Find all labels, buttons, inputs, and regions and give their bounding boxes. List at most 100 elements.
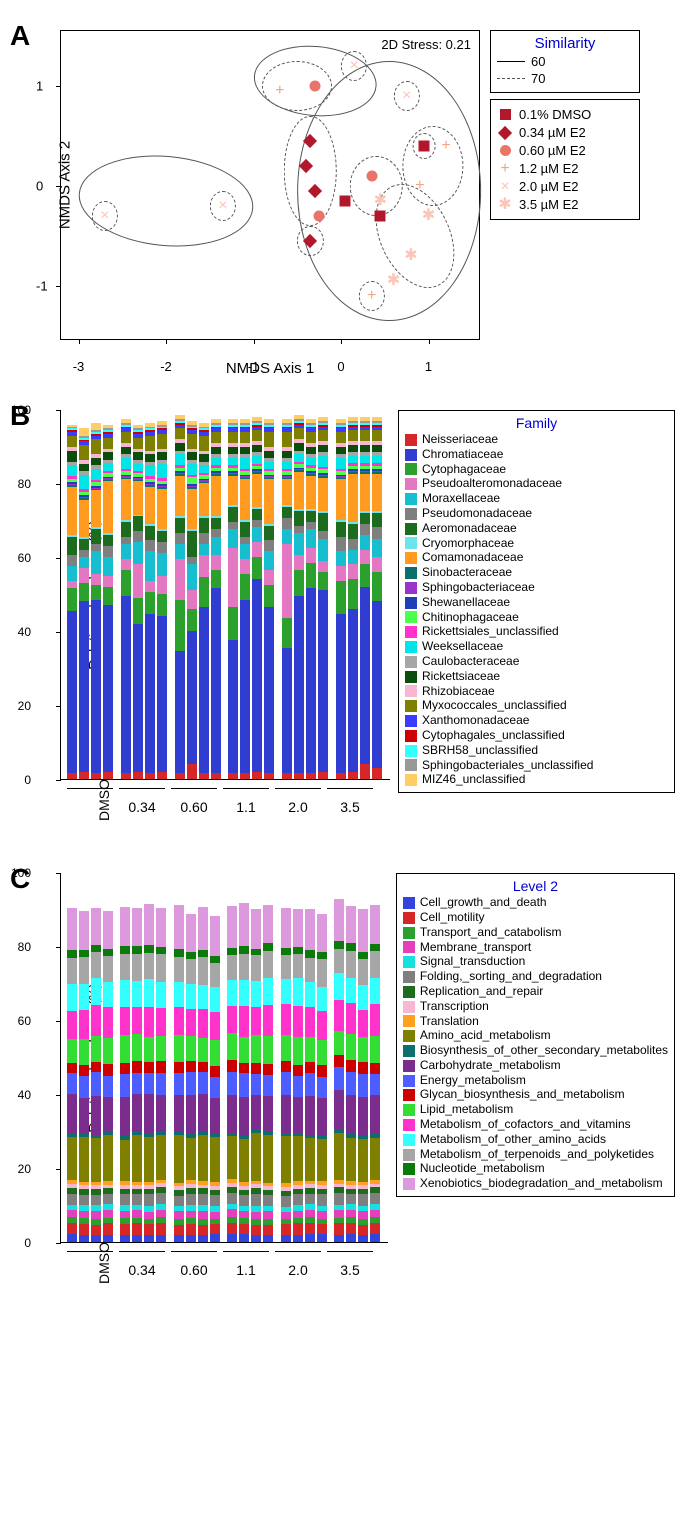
panel-c-bars (67, 873, 386, 1242)
legend-row: Biosynthesis_of_other_secondary_metaboli… (403, 1044, 668, 1058)
nmds-point: + (441, 141, 450, 151)
stacked-bar (79, 428, 89, 779)
nmds-plot: 2D Stress: 0.21 NMDS Axis 2 NMDS Axis 1 … (60, 30, 480, 340)
panel-a-label: A (10, 20, 30, 52)
legend-row: Myxococcales_unclassified (405, 699, 668, 713)
nmds-xlabel: NMDS Axis 1 (226, 360, 314, 377)
x-group-label: 2.0 (288, 1262, 307, 1278)
stacked-bar (103, 425, 113, 779)
legend-row: Cell_growth_and_death (403, 896, 668, 910)
stacked-bar (336, 419, 346, 779)
panel-c-legend-title: Level 2 (403, 878, 668, 894)
legend-row: Membrane_transport (403, 941, 668, 955)
stacked-bar (156, 907, 166, 1242)
x-group-label: 1.1 (236, 799, 255, 815)
panel-b-legend-title: Family (405, 415, 668, 431)
x-group-label: 3.5 (340, 1262, 359, 1278)
stacked-bar (264, 419, 274, 779)
legend-row: Cytophagales_unclassified (405, 729, 668, 743)
nmds-point: + (275, 86, 284, 96)
nmds-point: × (349, 61, 358, 71)
legend-row: Cell_motility (403, 911, 668, 925)
panel-c: C Relative abundance (%) 020406080100 DM… (10, 863, 675, 1243)
marker-legend: 0.1% DMSO0.34 µM E20.60 µM E2+1.2 µM E2×… (490, 99, 640, 220)
nmds-point (375, 211, 386, 222)
nmds-legends: Similarity 6070 0.1% DMSO0.34 µM E20.60 … (490, 30, 640, 340)
stacked-bar (348, 417, 358, 779)
stacked-bar (346, 905, 356, 1242)
legend-row: Pseudomonadaceae (405, 507, 668, 521)
stacked-bar (372, 417, 382, 779)
legend-row: Lipid_metabolism (403, 1103, 668, 1117)
nmds-point (310, 186, 320, 196)
nmds-stress: 2D Stress: 0.21 (381, 37, 471, 52)
stacked-bar (121, 419, 131, 779)
x-group-label: DMSO (96, 779, 112, 821)
stacked-bar (133, 425, 143, 779)
x-group-label: 2.0 (288, 799, 307, 815)
panel-b-legend: Family NeisseriaceaeChromatiaceaeCytopha… (398, 410, 675, 793)
stacked-bar (91, 423, 101, 779)
stacked-bar (79, 911, 89, 1243)
stacked-bar (120, 907, 130, 1243)
stacked-bar (358, 909, 368, 1242)
stacked-bar (317, 914, 327, 1242)
stacked-bar (103, 910, 113, 1242)
nmds-point: ✱ (404, 251, 417, 261)
stacked-bar (318, 417, 328, 779)
stacked-bar (132, 908, 142, 1242)
legend-row: Cytophagaceae (405, 463, 668, 477)
legend-row: Sinobacteraceae (405, 566, 668, 580)
legend-row: Rickettsiaceae (405, 670, 668, 684)
x-group-label: DMSO (96, 1242, 112, 1284)
x-group-label: 0.34 (128, 1262, 155, 1278)
legend-row: Carbohydrate_metabolism (403, 1059, 668, 1073)
legend-row: Folding,_sorting_and_degradation (403, 970, 668, 984)
panel-c-legend: Level 2 Cell_growth_and_deathCell_motili… (396, 873, 675, 1197)
stacked-bar (239, 903, 249, 1242)
legend-row: Glycan_biosynthesis_and_metabolism (403, 1088, 668, 1102)
nmds-point (305, 236, 315, 246)
stacked-bar (187, 421, 197, 779)
nmds-point: ✱ (374, 196, 387, 206)
similarity-level: 70 (497, 71, 633, 86)
similarity-level: 60 (497, 54, 633, 69)
stacked-bar (67, 425, 77, 779)
legend-row: Metabolism_of_cofactors_and_vitamins (403, 1118, 668, 1132)
stacked-bar (210, 916, 220, 1242)
stacked-bar (227, 906, 237, 1242)
stacked-bar (228, 419, 238, 779)
legend-row: Sphingobacteriaceae (405, 581, 668, 595)
nmds-ellipse (284, 116, 337, 226)
stacked-bar (370, 905, 380, 1242)
legend-row: Amino_acid_metabolism (403, 1029, 668, 1043)
stacked-bar (240, 419, 250, 779)
stacked-bar (211, 419, 221, 779)
legend-row: Weeksellaceae (405, 640, 668, 654)
nmds-point: × (402, 91, 411, 101)
nmds-point: ✱ (422, 211, 435, 221)
legend-row: Metabolism_of_terpenoids_and_polyketides (403, 1148, 668, 1162)
stacked-bar (360, 417, 370, 779)
stacked-bar (144, 904, 154, 1243)
x-group-label: 0.60 (180, 1262, 207, 1278)
x-group-label: 1.1 (236, 1262, 255, 1278)
legend-row: Caulobacteraceae (405, 655, 668, 669)
stacked-bar (306, 419, 316, 779)
stacked-bar (174, 905, 184, 1242)
nmds-point: + (415, 181, 424, 191)
legend-row: Cryomorphaceae (405, 537, 668, 551)
nmds-ylabel: NMDS Axis 2 (57, 141, 74, 229)
legend-row: Replication_and_repair (403, 985, 668, 999)
legend-row: Metabolism_of_other_amino_acids (403, 1133, 668, 1147)
stacked-bar (67, 908, 77, 1242)
stacked-bar (293, 909, 303, 1242)
stacked-bar (157, 421, 167, 779)
legend-row: Sphingobacteriales_unclassified (405, 759, 668, 773)
legend-row: Signal_transduction (403, 955, 668, 969)
legend-row: Xanthomonadaceae (405, 714, 668, 728)
legend-row: Comamonadaceae (405, 551, 668, 565)
legend-row: Translation (403, 1015, 668, 1029)
nmds-point (301, 161, 311, 171)
legend-row: Chitinophagaceae (405, 611, 668, 625)
